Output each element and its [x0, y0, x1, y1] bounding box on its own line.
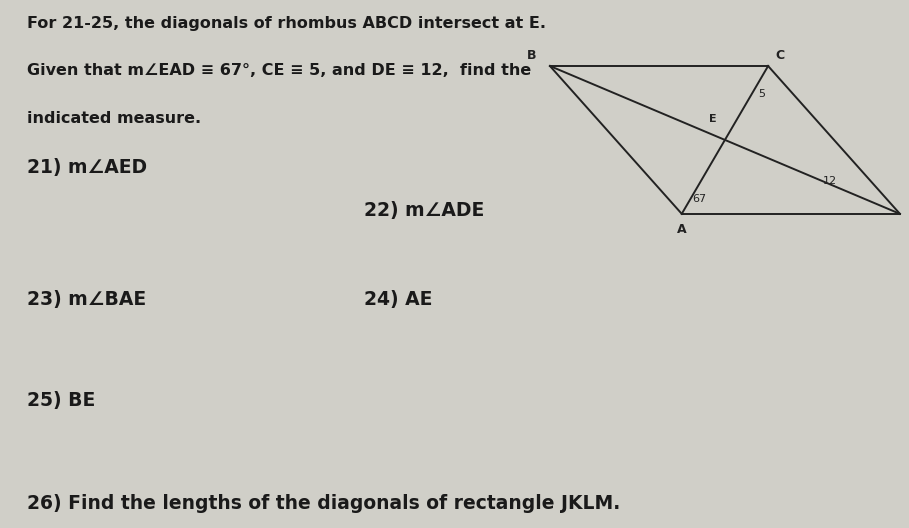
Text: 12: 12 — [823, 175, 837, 185]
Text: E: E — [709, 115, 716, 125]
Text: B: B — [527, 49, 536, 62]
Text: 21) m∠AED: 21) m∠AED — [27, 158, 147, 177]
Text: A: A — [677, 223, 686, 237]
Text: 23) m∠BAE: 23) m∠BAE — [27, 290, 146, 309]
Text: For 21-25, the diagonals of rhombus ABCD intersect at E.: For 21-25, the diagonals of rhombus ABCD… — [27, 16, 546, 31]
Text: 67: 67 — [693, 194, 707, 204]
Text: Given that m∠EAD ≡ 67°, CE ≡ 5, and DE ≡ 12,  find the: Given that m∠EAD ≡ 67°, CE ≡ 5, and DE ≡… — [27, 63, 532, 78]
Text: 26) Find the lengths of the diagonals of rectangle JKLM.: 26) Find the lengths of the diagonals of… — [27, 494, 621, 513]
Text: 25) BE: 25) BE — [27, 391, 95, 410]
Text: indicated measure.: indicated measure. — [27, 111, 202, 126]
Text: 24) AE: 24) AE — [364, 290, 432, 309]
Text: C: C — [774, 49, 784, 62]
Text: 5: 5 — [758, 89, 765, 99]
Text: 22) m∠ADE: 22) m∠ADE — [364, 201, 484, 220]
